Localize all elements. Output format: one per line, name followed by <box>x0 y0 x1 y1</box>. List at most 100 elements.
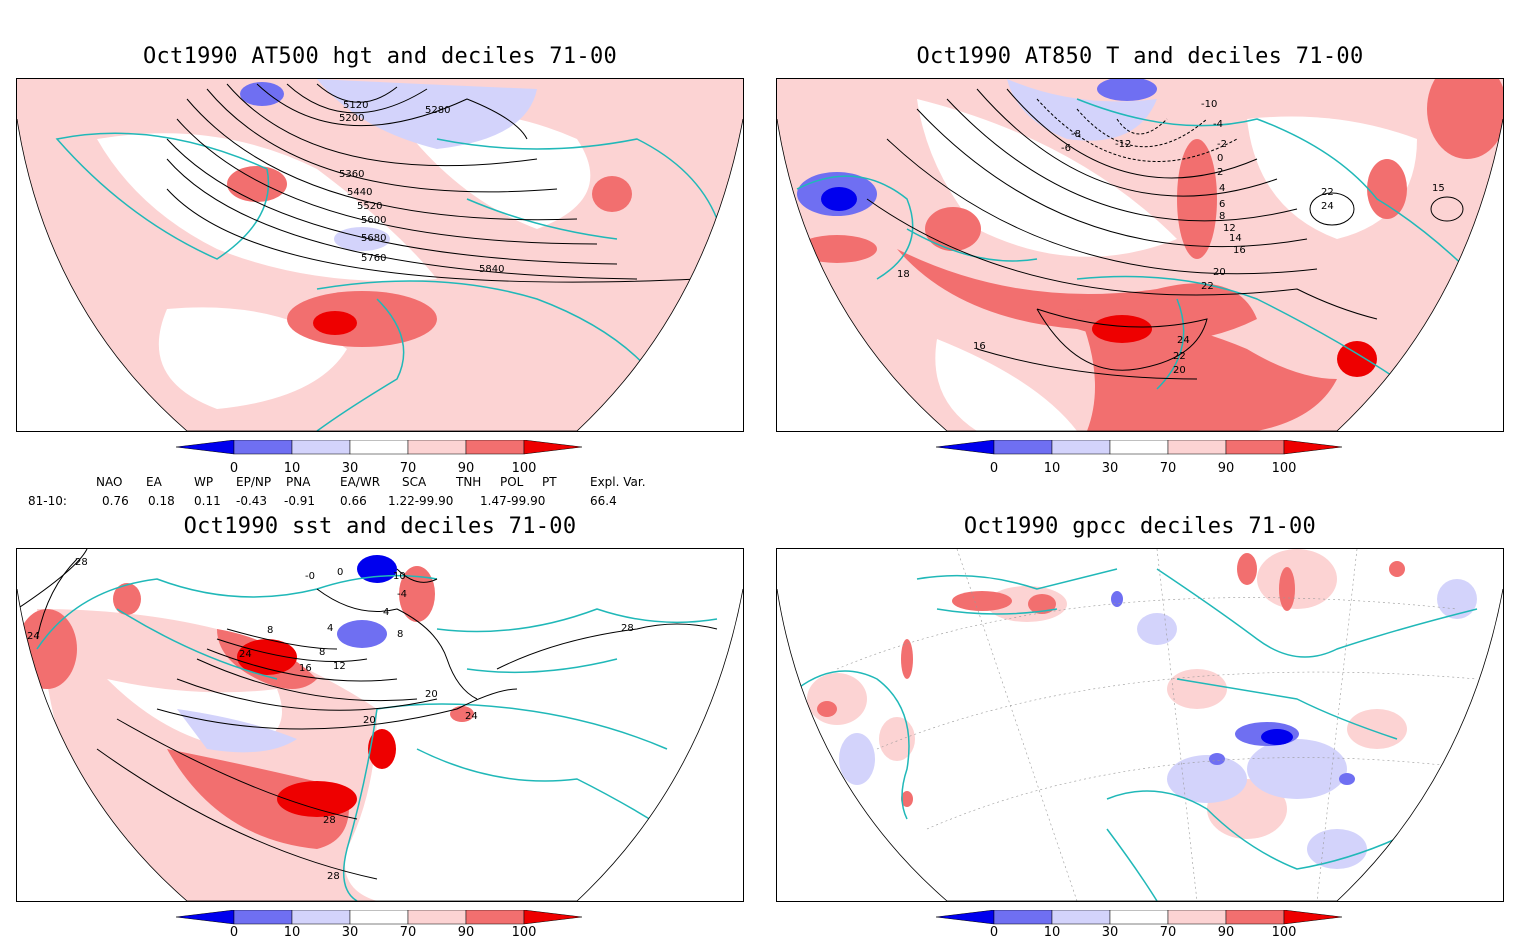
colorbar-1-swatches <box>175 439 583 455</box>
contour-label: 5120 <box>343 100 368 111</box>
panel-title-t850: Oct1990 AT850 T and deciles 71-00 <box>916 44 1364 69</box>
contour-label: 5600 <box>361 215 386 226</box>
contour-label: 5760 <box>361 253 386 264</box>
colorbar-1: 0 10 30 70 90 100 <box>175 439 596 480</box>
contour-label: 4 <box>327 623 333 634</box>
sst-contours <box>17 549 718 880</box>
colorbar-swatch <box>1109 909 1169 925</box>
contour-label: 18 <box>897 269 910 280</box>
contour-label: 24 <box>239 649 252 660</box>
coastline <box>1076 98 1478 280</box>
contour-label: 8 <box>397 629 403 640</box>
colorbar-tick: 90 <box>1217 925 1235 940</box>
contour-label: 20 <box>1173 365 1186 376</box>
contour-label: 16 <box>1233 245 1246 256</box>
index-value: 1.22-99.90 <box>388 494 454 508</box>
colorbar-tick: 100 <box>511 461 537 476</box>
colorbar-swatch <box>233 439 293 455</box>
coastline <box>796 568 1118 820</box>
colorbar-tick: 70 <box>1159 925 1177 940</box>
contour-label: 8 <box>1219 211 1225 222</box>
index-header: WP <box>194 475 214 489</box>
above-normal-area <box>287 291 437 347</box>
index-header: EA <box>146 475 162 489</box>
index-value: 0.76 <box>102 494 129 508</box>
max-area <box>368 729 396 769</box>
max-area <box>277 781 357 817</box>
colorbar-swatch <box>349 439 409 455</box>
contour-label: 5280 <box>425 105 450 116</box>
index-value: -0.43 <box>236 494 268 508</box>
contour-label: 10 <box>393 571 406 582</box>
index-header: TNH <box>456 475 482 489</box>
index-value: 0.11 <box>194 494 221 508</box>
max-area <box>313 311 357 335</box>
colorbar-tick: 10 <box>1043 461 1061 476</box>
contour-label: -12 <box>1115 139 1131 150</box>
hemisphere-edge <box>17 588 743 901</box>
colorbar-2-swatches <box>935 439 1343 455</box>
colorbar-swatch <box>407 439 467 455</box>
colorbar-swatch <box>993 909 1053 925</box>
colorbar-tick: 90 <box>457 925 475 940</box>
map-hgt500-svg: 5120 5200 5280 5360 5440 5520 5600 5680 … <box>17 79 743 431</box>
colorbar-4-swatches <box>935 909 1343 925</box>
above-normal-areas <box>817 553 1405 807</box>
above-normal-area <box>1177 139 1217 259</box>
coastline <box>55 132 270 260</box>
max-area <box>1092 315 1152 343</box>
coastline <box>342 708 698 901</box>
above-normal-area <box>450 706 474 722</box>
hemisphere-edge <box>777 588 1503 901</box>
index-period: 81-10: <box>28 494 67 508</box>
index-value: 0.66 <box>340 494 367 508</box>
temperature-contours <box>866 88 1464 380</box>
colorbar-tick: 70 <box>399 925 417 940</box>
contour-label: 28 <box>75 557 88 568</box>
contour-label: 28 <box>323 815 336 826</box>
contour-label: -10 <box>1201 99 1217 110</box>
below-normal-area <box>337 620 387 648</box>
map-t850-svg: -12 -10 -8 -6 -4 -2 0 2 4 6 8 12 14 16 1… <box>777 79 1503 431</box>
colorbar-tick: 30 <box>341 925 359 940</box>
above-normal-area <box>797 235 877 263</box>
contour-label: -6 <box>1061 143 1071 154</box>
contour-label: 22 <box>1173 351 1186 362</box>
below-normal-area <box>1007 79 1157 141</box>
above-normal-area <box>925 207 981 251</box>
colorbar-swatch <box>1109 439 1169 455</box>
map-gpcc-svg <box>777 549 1503 901</box>
above-normal-area <box>1077 309 1337 431</box>
max-area <box>1337 341 1377 377</box>
colorbar-swatch <box>1051 909 1111 925</box>
colorbar-tick: 0 <box>229 925 239 940</box>
map-t850: -12 -10 -8 -6 -4 -2 0 2 4 6 8 12 14 16 1… <box>776 78 1504 432</box>
neutral-area <box>917 99 1177 257</box>
contour-label: 5680 <box>361 233 386 244</box>
min-area <box>821 187 857 211</box>
colorbar-swatch <box>349 909 409 925</box>
contour-label: 2 <box>1217 167 1223 178</box>
colorbar-tick: 90 <box>457 461 475 476</box>
colorbar-swatch <box>175 439 235 455</box>
colorbar-tick: 10 <box>283 461 301 476</box>
contour-label: 28 <box>327 871 340 882</box>
colorbar-tick: 30 <box>341 461 359 476</box>
colorbar-tick: 70 <box>399 461 417 476</box>
index-header: SCA <box>402 475 427 489</box>
colorbar-tick: 90 <box>1217 461 1235 476</box>
height-contours <box>166 83 698 283</box>
above-normal-area <box>592 176 632 212</box>
colorbar-swatch <box>465 439 525 455</box>
contour-label: 22 <box>1201 281 1214 292</box>
above-normal-area <box>227 166 287 202</box>
contour-label: -8 <box>1071 129 1081 140</box>
above-normal-area <box>167 749 349 849</box>
below-normal-area <box>317 79 537 149</box>
contour-label: 16 <box>973 341 986 352</box>
contour-label: 5520 <box>357 201 382 212</box>
contour-label: -4 <box>1213 119 1223 130</box>
graticule <box>836 549 1478 901</box>
colorbar-swatch <box>291 439 351 455</box>
colorbar-swatch <box>1225 909 1285 925</box>
